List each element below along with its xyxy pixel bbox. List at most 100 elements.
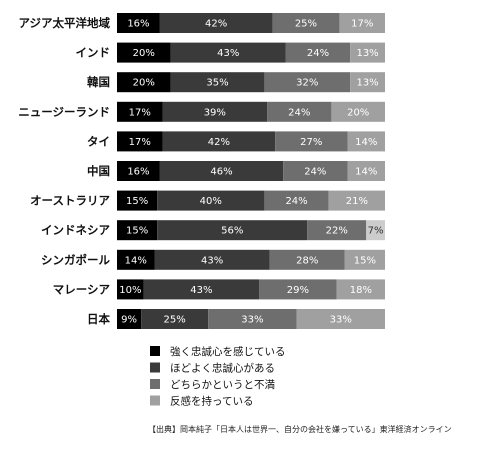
bar-row: オーストラリア 15% 40% 24% 21% (30, 190, 385, 211)
bar-segment (143, 279, 260, 300)
legend-swatch (150, 379, 160, 389)
bar-segment (350, 72, 385, 93)
bar-segment (331, 101, 385, 122)
bar-row: インドネシア 15% 56% 22% 7% (41, 220, 385, 241)
bar-segment (267, 101, 332, 122)
legend-item: 強く忠誠心を感じている (150, 345, 286, 358)
data-label: 35% (206, 78, 228, 89)
data-label: 14% (355, 137, 377, 148)
bar-segment (350, 42, 385, 63)
data-label: 24% (285, 196, 307, 207)
bar-segment (285, 42, 351, 63)
category-label: タイ (87, 134, 110, 148)
data-label: 16% (127, 19, 149, 30)
data-label: 10% (119, 285, 141, 296)
data-label: 24% (288, 107, 310, 118)
category-label: 中国 (87, 164, 110, 178)
bar-segment (272, 13, 340, 33)
data-label: 15% (126, 226, 148, 237)
bar-segment (259, 279, 337, 300)
bar-segment (117, 190, 158, 211)
category-label: アジア太平洋地域 (18, 16, 110, 30)
bar-segment (344, 249, 385, 270)
bar-segment (141, 309, 209, 329)
bar-segment (117, 42, 171, 63)
bar-row: アジア太平洋地域 16% 42% 25% 17% (18, 13, 385, 33)
bar-row: ニュージーランド 17% 39% 24% 20% (18, 101, 385, 122)
bar-segment (154, 249, 270, 270)
category-label: インド (76, 46, 111, 60)
data-label: 17% (129, 137, 151, 148)
bar-row: シンガポール 14% 43% 28% 15% (41, 249, 385, 270)
data-label: 46% (210, 167, 232, 178)
data-label: 13% (356, 48, 378, 59)
bar-segment (170, 72, 265, 93)
bar-segment (162, 101, 268, 122)
category-label: 韓国 (87, 75, 110, 89)
data-label: 32% (296, 78, 318, 89)
data-label: 20% (133, 48, 155, 59)
bar-row: 日本 9% 25% 33% 33% (87, 309, 385, 329)
data-label: 39% (204, 107, 226, 118)
data-label: 56% (221, 226, 243, 237)
bar-row: タイ 17% 42% 27% 14% (87, 131, 385, 152)
legend-label: 反感を持っている (170, 395, 253, 408)
data-label: 28% (296, 255, 318, 266)
data-label: 33% (241, 315, 263, 326)
category-label: オーストラリア (30, 194, 110, 208)
data-label: 7% (368, 226, 384, 237)
data-label: 21% (346, 196, 368, 207)
bar-segment (159, 161, 284, 181)
data-label: 25% (295, 19, 317, 30)
bar-segment (339, 13, 385, 33)
data-label: 20% (347, 107, 369, 118)
data-label: 22% (326, 226, 348, 237)
data-label: 29% (287, 285, 309, 296)
bar-segment (366, 220, 385, 241)
category-label: ニュージーランド (18, 105, 110, 119)
data-label: 43% (217, 48, 239, 59)
data-label: 43% (201, 255, 223, 266)
legend-item: どちらかというと不満 (150, 379, 275, 391)
data-label: 40% (200, 196, 222, 207)
bar-segment (157, 220, 308, 241)
bar-segment (264, 72, 351, 93)
data-label: 17% (129, 107, 151, 118)
category-label: インドネシア (41, 223, 110, 237)
bar-row: 中国 16% 46% 24% 14% (87, 161, 385, 181)
legend-swatch (150, 346, 160, 356)
legend-label: 強く忠誠心を感じている (170, 345, 286, 358)
source-citation: 【出典】岡本純子「日本人は世界一、自分の会社を嫌っている」東洋経済オンライン (148, 424, 452, 434)
data-label: 13% (356, 78, 378, 89)
bar-segment (269, 249, 345, 270)
bar-segment (336, 279, 385, 300)
legend-label: どちらかというと不満 (170, 379, 275, 391)
data-label: 24% (304, 167, 326, 178)
data-label: 20% (133, 78, 155, 89)
data-label: 16% (127, 167, 149, 178)
data-label: 42% (208, 137, 230, 148)
bar-segment (117, 161, 160, 181)
data-label: 14% (355, 167, 377, 178)
bar-row: インド 20% 43% 24% 13% (76, 42, 385, 63)
bar-segment (117, 131, 163, 152)
bar-segment (275, 131, 348, 152)
bar-segment (283, 161, 348, 181)
legend-label: ほどよく忠誠心がある (170, 362, 275, 375)
bar-segment (208, 309, 297, 329)
bar-segment (117, 13, 160, 33)
bar-segment (117, 279, 144, 300)
data-label: 27% (300, 137, 322, 148)
bar-segment (117, 249, 155, 270)
data-label: 24% (307, 48, 329, 59)
bar-segment (328, 190, 385, 211)
data-label: 42% (205, 19, 227, 30)
legend-swatch (150, 395, 160, 406)
data-label: 15% (354, 255, 376, 266)
bar-segment (117, 309, 142, 329)
data-label: 25% (164, 315, 186, 326)
bar-segment (170, 42, 286, 63)
